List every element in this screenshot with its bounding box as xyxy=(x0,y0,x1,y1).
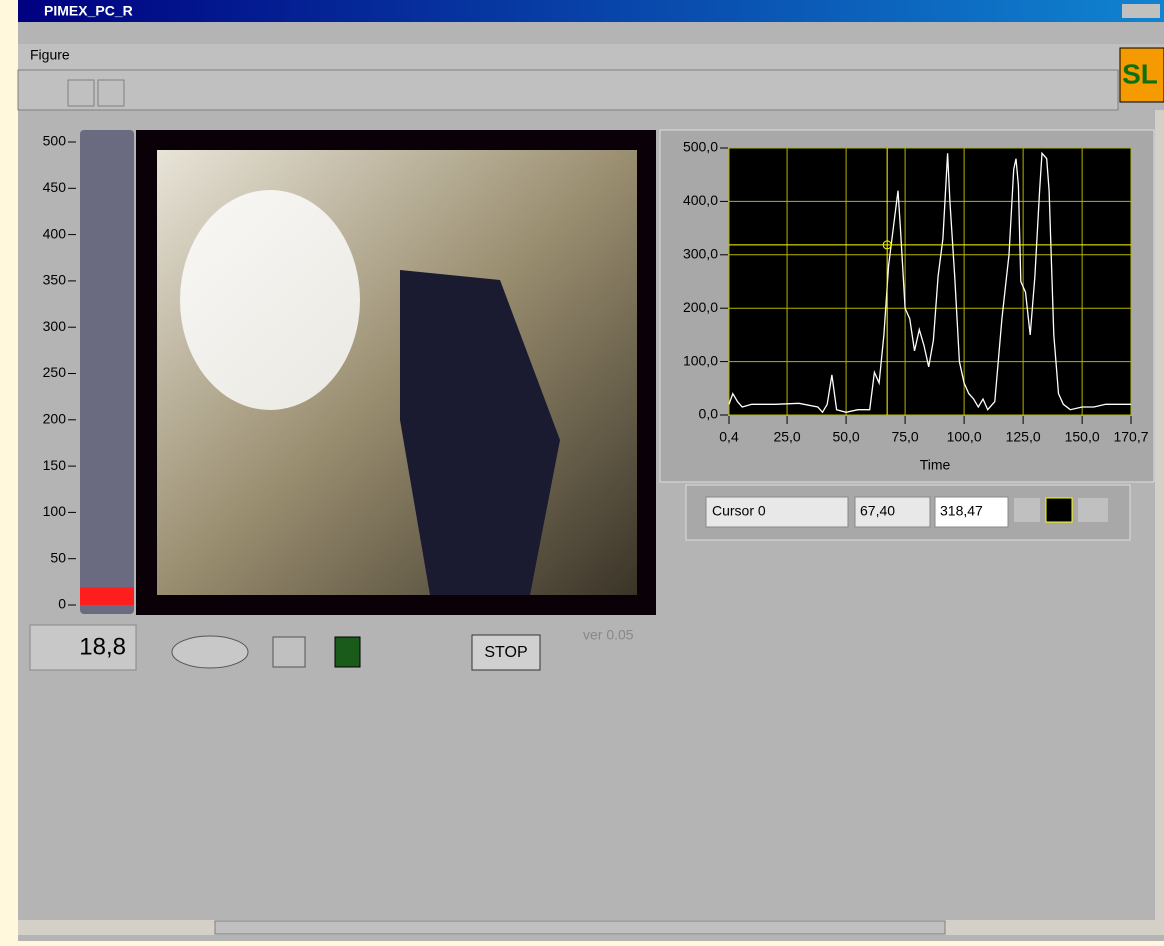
y-tick-label: 200,0 xyxy=(683,299,718,315)
data-line xyxy=(728,151,1131,414)
video-image xyxy=(400,270,560,595)
x-tick-label: 50,0 xyxy=(832,429,859,445)
cursor-point xyxy=(882,240,892,250)
gauge-tick-label: 350 xyxy=(43,272,67,288)
menu-item[interactable]: Figure xyxy=(30,47,70,63)
cursor-move-button[interactable] xyxy=(1014,498,1040,522)
x-tick-label: 170,7 xyxy=(1113,429,1148,445)
logo-text: SL xyxy=(1122,58,1158,89)
y-tick-label: 0,0 xyxy=(699,406,719,422)
x-tick-label: 25,0 xyxy=(773,429,800,445)
run-button[interactable] xyxy=(67,79,95,107)
gauge-fill xyxy=(80,587,134,605)
x-tick-label: 100,0 xyxy=(947,429,982,445)
window-buttons[interactable] xyxy=(1122,4,1160,18)
x-tick-label: 150,0 xyxy=(1065,429,1100,445)
gauge-tick-label: 200 xyxy=(43,411,67,427)
title-bar xyxy=(18,0,1164,22)
gauge-tick-label: 500 xyxy=(43,133,67,149)
gauge-tick-label: 150 xyxy=(43,457,67,473)
cursor-y-box xyxy=(934,496,1009,528)
status-led xyxy=(334,636,361,668)
play-button[interactable] xyxy=(171,635,249,669)
x-tick-label: 75,0 xyxy=(891,429,918,445)
pause-button[interactable] xyxy=(272,636,306,668)
gauge-tick-label: 400 xyxy=(43,225,67,241)
y-tick-label: 100,0 xyxy=(683,352,718,368)
vertical-scrollbar[interactable] xyxy=(1155,110,1164,920)
y-tick-label: 500,0 xyxy=(683,139,718,155)
x-tick-label: 0,4 xyxy=(719,429,739,445)
plot-area xyxy=(729,148,1131,415)
x-axis-label: Time xyxy=(920,457,951,473)
gauge-tick-label: 50 xyxy=(50,549,66,565)
gauge-tick-label: 0 xyxy=(58,596,66,612)
stop-label[interactable]: STOP xyxy=(484,644,527,661)
x-tick-label: 125,0 xyxy=(1006,429,1041,445)
window-title: PIMEX_PC_R xyxy=(44,3,133,19)
gauge-track xyxy=(80,130,134,614)
gauge-tick-label: 100 xyxy=(43,503,67,519)
toolbar xyxy=(17,69,1119,111)
gauge-tick-label: 300 xyxy=(43,318,67,334)
gauge-tick-label: 250 xyxy=(43,364,67,380)
cursor-x-box xyxy=(854,496,931,528)
y-tick-label: 300,0 xyxy=(683,246,718,262)
cursor-x: 67,40 xyxy=(860,503,895,519)
run-continuous-button[interactable] xyxy=(97,79,125,107)
video-image xyxy=(180,190,360,410)
gauge-display xyxy=(29,624,137,671)
version: ver 0.05 xyxy=(583,627,634,643)
logo xyxy=(1119,47,1164,103)
cursor-lock-button[interactable] xyxy=(1078,498,1108,522)
cursor-style-button[interactable] xyxy=(1045,497,1073,523)
cursor-name: Cursor 0 xyxy=(712,503,766,519)
gauge-tick-label: 450 xyxy=(43,179,67,195)
cursor-y: 318,47 xyxy=(940,503,983,519)
menu-bar xyxy=(18,44,1164,70)
gauge-value: 18,8 xyxy=(79,633,126,660)
scroll-thumb[interactable] xyxy=(214,920,946,935)
cursor-name-box xyxy=(705,496,849,528)
stop-button[interactable] xyxy=(471,634,541,671)
y-tick-label: 400,0 xyxy=(683,192,718,208)
